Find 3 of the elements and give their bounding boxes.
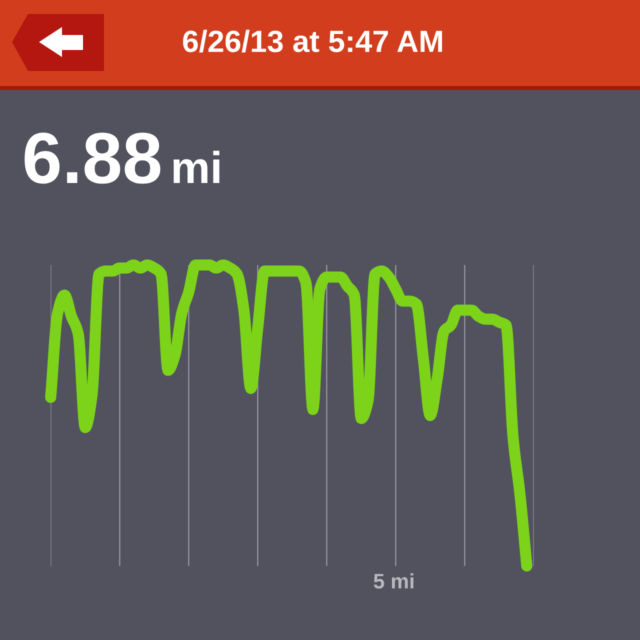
chart-title: 6/26/13 at 5:47 AM bbox=[183, 30, 442, 53]
chart-subtitle: 6.88 mi bbox=[24, 132, 220, 184]
text: 5 mi bbox=[374, 573, 414, 589]
